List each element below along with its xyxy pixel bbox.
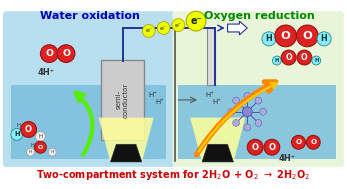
Circle shape xyxy=(255,119,262,126)
Text: O: O xyxy=(301,53,308,62)
Circle shape xyxy=(312,56,321,65)
Circle shape xyxy=(291,135,305,149)
Text: H: H xyxy=(265,34,272,43)
Text: H: H xyxy=(29,150,32,154)
Circle shape xyxy=(247,139,263,155)
Circle shape xyxy=(172,19,185,31)
Text: e⁻: e⁻ xyxy=(160,26,167,30)
Polygon shape xyxy=(190,118,245,162)
Text: H: H xyxy=(14,131,19,137)
Text: 4H⁺: 4H⁺ xyxy=(279,154,296,163)
Circle shape xyxy=(57,45,75,63)
FancyBboxPatch shape xyxy=(101,60,144,140)
FancyArrowPatch shape xyxy=(198,83,277,152)
Polygon shape xyxy=(110,144,142,162)
Text: H: H xyxy=(39,134,42,139)
Text: O: O xyxy=(295,139,302,145)
Circle shape xyxy=(35,131,45,141)
FancyBboxPatch shape xyxy=(172,11,344,167)
Polygon shape xyxy=(202,144,234,162)
Text: H: H xyxy=(17,123,21,129)
Text: semi-
conductor: semi- conductor xyxy=(116,82,129,118)
Circle shape xyxy=(11,129,23,140)
Text: O: O xyxy=(285,53,292,62)
Circle shape xyxy=(157,22,170,34)
Text: O: O xyxy=(25,125,32,134)
Text: O: O xyxy=(303,31,312,41)
Circle shape xyxy=(242,107,252,117)
Text: O: O xyxy=(310,139,316,145)
Circle shape xyxy=(306,135,320,149)
Text: H: H xyxy=(51,150,54,154)
Text: e⁻: e⁻ xyxy=(190,16,202,26)
Circle shape xyxy=(142,25,155,37)
Circle shape xyxy=(244,124,251,131)
Text: O: O xyxy=(38,145,43,150)
FancyBboxPatch shape xyxy=(3,11,175,167)
Text: H⁺: H⁺ xyxy=(156,99,165,105)
Circle shape xyxy=(317,32,331,46)
Circle shape xyxy=(262,32,276,46)
FancyArrowPatch shape xyxy=(196,82,276,155)
Text: O: O xyxy=(268,143,276,152)
Text: H⁺: H⁺ xyxy=(213,99,222,105)
Text: H⁺: H⁺ xyxy=(205,92,214,98)
Text: H: H xyxy=(314,58,318,63)
Text: H: H xyxy=(275,58,279,63)
Text: H: H xyxy=(321,34,328,43)
Circle shape xyxy=(297,25,318,47)
Text: Water oxidation: Water oxidation xyxy=(40,11,139,21)
Text: Oxygen reduction: Oxygen reduction xyxy=(204,11,314,21)
Polygon shape xyxy=(99,118,154,162)
FancyBboxPatch shape xyxy=(178,85,336,159)
Circle shape xyxy=(40,45,58,63)
Text: 4H⁺: 4H⁺ xyxy=(37,68,54,77)
Circle shape xyxy=(244,93,251,99)
Circle shape xyxy=(48,148,56,156)
Circle shape xyxy=(281,50,296,65)
FancyArrowPatch shape xyxy=(76,93,93,155)
Text: O: O xyxy=(62,49,70,58)
Circle shape xyxy=(228,108,235,115)
Circle shape xyxy=(186,11,206,31)
Circle shape xyxy=(233,97,239,104)
Text: Two-compartment system for 2H$_2$O + O$_2$ $\rightarrow$ 2H$_2$O$_2$: Two-compartment system for 2H$_2$O + O$_… xyxy=(36,168,311,182)
Text: e⁻: e⁻ xyxy=(145,29,152,33)
Text: O: O xyxy=(252,143,259,152)
Text: O: O xyxy=(281,31,291,41)
Polygon shape xyxy=(228,21,247,35)
Circle shape xyxy=(27,148,34,156)
Circle shape xyxy=(264,139,280,155)
Text: O: O xyxy=(45,49,53,58)
Text: e⁻: e⁻ xyxy=(175,22,182,28)
Circle shape xyxy=(255,97,262,104)
Circle shape xyxy=(21,122,36,137)
Circle shape xyxy=(272,56,281,65)
Text: H: H xyxy=(31,143,34,148)
Circle shape xyxy=(34,141,46,153)
Circle shape xyxy=(260,108,266,115)
Circle shape xyxy=(297,50,312,65)
Bar xyxy=(207,28,215,85)
Circle shape xyxy=(233,119,239,126)
Circle shape xyxy=(275,25,297,47)
Text: H⁺: H⁺ xyxy=(149,92,158,98)
FancyBboxPatch shape xyxy=(11,85,167,159)
